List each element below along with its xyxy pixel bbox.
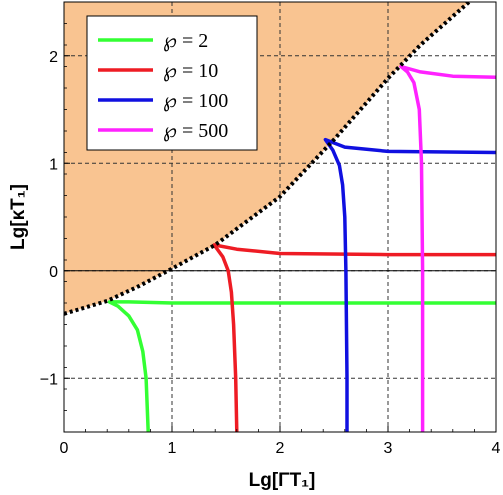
tick-layer: 0 1 2 3 4 −1 0 1 2: [40, 1, 501, 457]
x-tick-label: 2: [276, 440, 285, 457]
series-layer: [107, 64, 496, 432]
legend-label-3: ℘ = 100: [163, 90, 228, 112]
series-line-3: [323, 137, 496, 432]
x-tick-label: 0: [60, 440, 69, 457]
y-axis-label: Lg[κT₁]: [8, 184, 29, 250]
series-line-2: [212, 243, 496, 432]
x-tick-label: 1: [168, 440, 177, 457]
legend-label-1: ℘ = 2: [163, 30, 208, 52]
y-tick-label: 1: [49, 156, 58, 173]
y-tick-label: 2: [49, 49, 58, 66]
legend-label-4: ℘ = 500: [163, 120, 228, 142]
series-line-4: [399, 64, 496, 432]
x-axis-label: Lg[ΓT₁]: [249, 470, 316, 491]
x-tick-label: 3: [384, 440, 393, 457]
y-tick-label: −1: [40, 371, 58, 388]
legend: ℘ = 2 ℘ = 10 ℘ = 100 ℘ = 500: [86, 15, 258, 151]
legend-label-2: ℘ = 10: [163, 60, 218, 82]
boundary-layer: [64, 2, 471, 316]
series-line-1: [107, 300, 496, 432]
x-tick-label: 4: [492, 440, 501, 457]
y-tick-label: 0: [49, 264, 58, 281]
boundary-curve: [64, 2, 471, 316]
